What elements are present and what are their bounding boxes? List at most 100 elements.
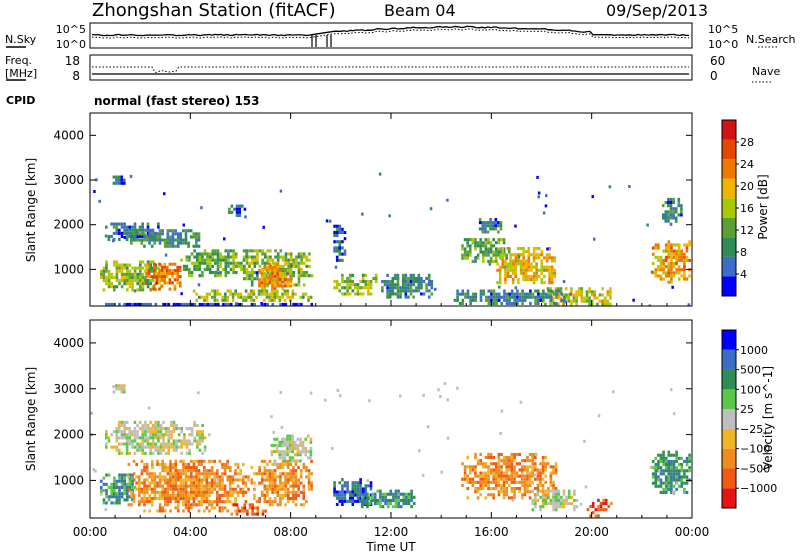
- range-cell: [657, 466, 660, 470]
- range-cell: [284, 281, 287, 285]
- range-cell: [309, 437, 313, 441]
- range-cell: [591, 501, 595, 505]
- range-cell: [585, 293, 589, 297]
- range-cell: [567, 293, 571, 297]
- range-cell: [523, 480, 527, 484]
- range-cell: [195, 261, 199, 265]
- colorbar-swatch: [722, 256, 736, 277]
- range-cell: [583, 296, 586, 300]
- range-cell: [227, 463, 230, 467]
- range-cell: [343, 230, 347, 234]
- range-cell: [341, 227, 344, 231]
- range-cell: [557, 302, 560, 306]
- range-cell: [125, 442, 129, 446]
- range-cell: [397, 492, 400, 496]
- range-cell: [240, 302, 243, 306]
- range-cell: [130, 493, 133, 497]
- range-cell: [497, 477, 501, 481]
- range-cell: [675, 475, 678, 479]
- range-cell: [140, 472, 144, 476]
- range-cell: [211, 264, 215, 268]
- range-cell: [133, 302, 137, 306]
- range-cell: [427, 283, 431, 287]
- range-cell: [157, 423, 160, 427]
- range-cell: [669, 204, 673, 208]
- range-cell: [221, 267, 225, 271]
- range-cell: [251, 509, 254, 513]
- range-cell: [183, 436, 186, 440]
- range-cell: [182, 267, 186, 271]
- range-cell: [486, 221, 490, 225]
- range-cell: [489, 480, 493, 484]
- range-cell: [677, 252, 681, 256]
- range-cell: [286, 493, 290, 497]
- range-cell: [140, 232, 144, 236]
- range-cell: [386, 273, 389, 277]
- range-cell: [156, 475, 159, 479]
- range-cell: [554, 489, 558, 493]
- range-cell: [235, 213, 239, 217]
- range-cell: [163, 278, 166, 282]
- range-cell: [302, 295, 305, 299]
- range-cell: [490, 292, 493, 296]
- range-cell: [543, 274, 546, 278]
- range-cell: [129, 174, 133, 178]
- range-cell: [557, 489, 561, 493]
- range-cell: [218, 475, 222, 479]
- range-cell: [532, 278, 536, 282]
- range-cell: [156, 459, 159, 463]
- range-cell: [266, 472, 269, 476]
- range-cell: [394, 492, 398, 496]
- range-cell: [654, 484, 658, 488]
- range-cell: [133, 451, 137, 455]
- range-cell: [348, 292, 352, 296]
- range-cell: [669, 201, 673, 205]
- range-cell: [166, 490, 170, 494]
- range-cell: [292, 469, 295, 473]
- range-cell: [188, 271, 191, 275]
- range-cell: [198, 442, 202, 446]
- range-cell: [192, 478, 196, 482]
- range-cell: [402, 502, 406, 506]
- range-cell: [669, 213, 673, 217]
- range-cell: [234, 478, 237, 482]
- range-cell: [364, 283, 368, 287]
- range-cell: [227, 261, 230, 265]
- range-cell: [243, 506, 247, 510]
- range-cell: [250, 258, 254, 262]
- range-cell: [289, 462, 293, 466]
- range-cell: [286, 487, 290, 491]
- range-cell: [227, 264, 230, 268]
- range-cell: [547, 295, 550, 299]
- range-cell: [392, 505, 395, 509]
- range-cell: [132, 497, 136, 501]
- range-cell: [536, 295, 540, 299]
- range-cell: [479, 289, 483, 293]
- colorbar-swatch: [722, 448, 736, 469]
- range-cell: [107, 485, 111, 489]
- range-cell: [263, 493, 267, 497]
- range-cell: [250, 261, 254, 265]
- range-cell: [604, 508, 608, 512]
- range-cell: [203, 261, 207, 265]
- range-cell: [138, 478, 141, 482]
- range-cell: [143, 466, 146, 470]
- range-cell: [205, 478, 209, 482]
- range-cell: [187, 500, 190, 504]
- range-cell: [292, 475, 295, 479]
- range-cell: [310, 487, 313, 491]
- range-cell: [229, 249, 233, 253]
- range-cell: [182, 469, 185, 473]
- range-cell: [128, 225, 131, 229]
- range-cell: [273, 295, 276, 299]
- range-cell: [200, 500, 203, 504]
- colorbar-swatch: [722, 276, 736, 296]
- range-cell: [484, 471, 488, 475]
- range-cell: [534, 456, 537, 460]
- range-cell: [664, 210, 668, 214]
- range-cell: [203, 500, 206, 504]
- range-cell: [115, 263, 119, 267]
- range-cell: [105, 495, 108, 499]
- range-cell: [151, 451, 155, 455]
- range-cell: [261, 258, 264, 262]
